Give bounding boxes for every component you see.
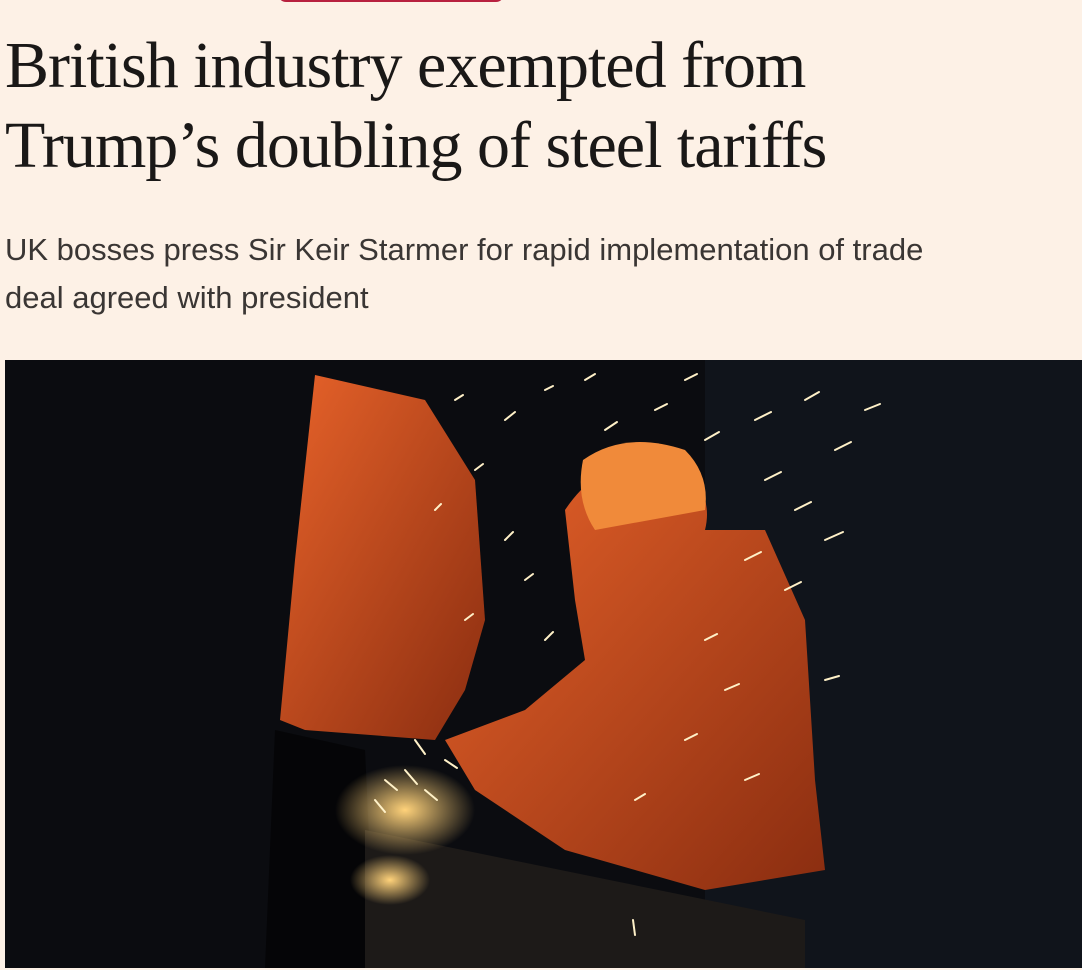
worker-left bbox=[280, 375, 485, 740]
foreground-block bbox=[265, 730, 375, 968]
hot-metal bbox=[350, 855, 430, 905]
helmet bbox=[580, 442, 706, 530]
sparks bbox=[374, 373, 881, 936]
headline-line: Trump’s doubling of steel tariffs bbox=[5, 109, 827, 182]
standfirst: UK bosses press Sir Keir Starmer for rap… bbox=[5, 226, 923, 322]
headline: British industry exempted from Trump’s d… bbox=[5, 26, 827, 186]
standfirst-line: UK bosses press Sir Keir Starmer for rap… bbox=[5, 232, 924, 267]
article-image[interactable] bbox=[5, 360, 1082, 968]
standfirst-line: deal agreed with president bbox=[5, 280, 369, 315]
spark-glow bbox=[335, 765, 475, 855]
worker-right bbox=[445, 458, 825, 890]
section-tag[interactable] bbox=[278, 0, 504, 2]
steel-plate bbox=[365, 830, 805, 968]
headline-line: British industry exempted from bbox=[5, 29, 806, 102]
